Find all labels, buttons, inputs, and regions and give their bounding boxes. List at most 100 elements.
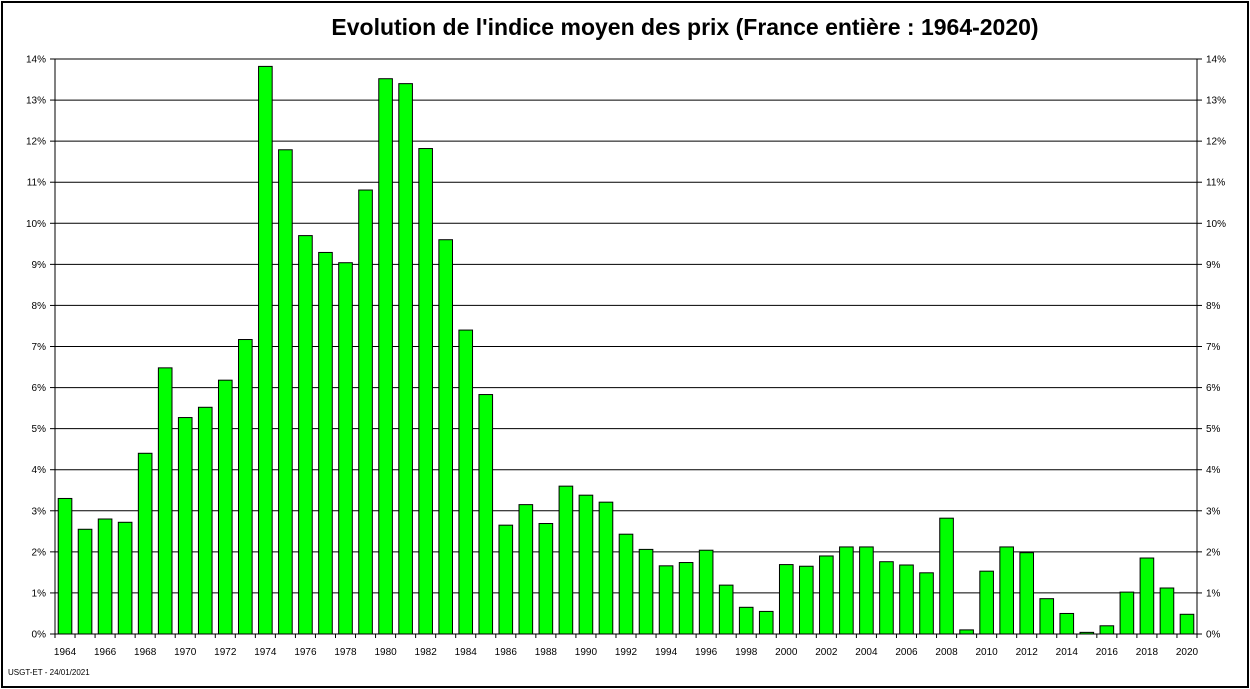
- x-tick-label-1986: 1986: [495, 647, 518, 658]
- y-tick-label-left: 11%: [27, 178, 46, 189]
- x-axis-labels: 1964 1966 1968 1970 1972 1974 1976 1978 1980 1982…: [54, 647, 1199, 658]
- bar-2016: [1099, 625, 1115, 635]
- bar-2001: [799, 565, 814, 635]
- x-tick-label-2014: 2014: [1056, 647, 1079, 658]
- bar-1982: [418, 148, 433, 635]
- bar-1965: [77, 528, 93, 635]
- bar-1985: [478, 394, 494, 635]
- y-tick-label-left: 2%: [32, 547, 47, 558]
- y-tick-label-right: 13%: [1206, 96, 1226, 107]
- bar-2013: [1039, 598, 1055, 635]
- x-tick-label-2002: 2002: [815, 647, 838, 658]
- bar-1977: [318, 251, 333, 635]
- bar-1999: [758, 610, 774, 635]
- bar-2017: [1119, 591, 1135, 635]
- y-tick-label-right: 5%: [1206, 424, 1221, 435]
- y-tick-label-left: 9%: [32, 260, 47, 271]
- bar-1991: [598, 501, 614, 635]
- x-tick-label-1992: 1992: [615, 647, 638, 658]
- y-tick-label-left: 6%: [32, 383, 47, 394]
- bar-1987: [518, 504, 534, 635]
- y-tick-label-left: 5%: [32, 424, 47, 435]
- y-tick-label-right: 10%: [1206, 219, 1226, 230]
- bar-1964: [57, 497, 73, 635]
- credit-note: USGT-ET - 24/01/2021: [8, 668, 90, 677]
- y-tick-label-left: 0%: [32, 630, 47, 641]
- x-tick-label-1990: 1990: [575, 647, 598, 658]
- x-tick-label-1988: 1988: [535, 647, 558, 658]
- x-tick-label-2016: 2016: [1096, 647, 1119, 658]
- bar-2012: [1019, 552, 1035, 635]
- bar-1983: [438, 239, 453, 635]
- x-tick-label-1978: 1978: [334, 647, 357, 658]
- y-tick-label-right: 8%: [1206, 301, 1221, 312]
- bar-1969: [157, 367, 173, 635]
- bar-1968: [137, 452, 153, 635]
- bar-1972: [217, 379, 233, 635]
- y-tick-label-left: 7%: [32, 342, 47, 353]
- x-tick-label-2006: 2006: [895, 647, 918, 658]
- bar-1976: [298, 235, 313, 635]
- x-tick-label-2012: 2012: [1016, 647, 1039, 658]
- x-tick-label-1972: 1972: [214, 647, 237, 658]
- bar-2000: [778, 564, 794, 635]
- y-tick-label-right: 0%: [1206, 630, 1221, 641]
- bar-1993: [638, 548, 654, 635]
- x-tick-label-2018: 2018: [1136, 647, 1159, 658]
- bar-1994: [658, 565, 674, 635]
- bar-2018: [1139, 557, 1155, 635]
- bar-1992: [618, 533, 634, 635]
- bar-1989: [558, 485, 574, 635]
- bar-2004: [859, 546, 874, 635]
- bar-1974: [258, 65, 273, 635]
- bar-2020: [1179, 613, 1195, 635]
- x-tick-label-1974: 1974: [254, 647, 277, 658]
- bar-1996: [698, 549, 714, 635]
- axes: [50, 58, 1202, 638]
- x-tick-label-1980: 1980: [374, 647, 397, 658]
- x-tick-label-2000: 2000: [775, 647, 798, 658]
- x-tick-label-2010: 2010: [976, 647, 999, 658]
- y-tick-label-left: 14%: [26, 55, 46, 66]
- y-tick-label-right: 4%: [1206, 465, 1221, 476]
- y-axis-left-labels: 0% 1% 2% 3% 4% 5% 6% 7% 8% 9% 10% 11% 12% 13% 14%: [26, 55, 46, 641]
- bar-1979: [358, 189, 373, 635]
- bar-1984: [458, 329, 474, 635]
- x-tick-label-1968: 1968: [134, 647, 157, 658]
- x-tick-label-1966: 1966: [94, 647, 117, 658]
- bar-1970: [177, 417, 193, 635]
- y-tick-label-left: 3%: [32, 506, 47, 517]
- bar-2005: [879, 561, 894, 635]
- bar-2003: [839, 546, 854, 635]
- y-tick-label-left: 8%: [32, 301, 47, 312]
- x-tick-label-2008: 2008: [935, 647, 958, 658]
- bar-2011: [999, 546, 1014, 635]
- x-tick-label-1976: 1976: [294, 647, 317, 658]
- bar-1971: [197, 406, 213, 635]
- bar-1995: [678, 562, 694, 635]
- bar-1997: [718, 584, 734, 635]
- bar-2019: [1159, 587, 1175, 635]
- bars: [57, 65, 1195, 635]
- x-tick-label-1982: 1982: [415, 647, 438, 658]
- bar-2008: [939, 517, 954, 635]
- y-tick-label-right: 3%: [1206, 506, 1221, 517]
- bar-1978: [338, 262, 353, 635]
- bar-2009: [959, 629, 974, 635]
- bar-1981: [398, 83, 413, 635]
- bar-1966: [97, 518, 113, 635]
- bar-1990: [578, 494, 594, 635]
- bar-1980: [378, 78, 393, 635]
- bar-1988: [538, 523, 554, 635]
- x-tick-label-1996: 1996: [695, 647, 718, 658]
- y-tick-label-right: 6%: [1206, 383, 1221, 394]
- bar-2014: [1059, 612, 1075, 635]
- y-axis-right-labels: 0% 1% 2% 3% 4% 5% 6% 7% 8% 9% 10% 11% 12% 13% 14%: [1206, 55, 1226, 641]
- y-tick-label-right: 11%: [1206, 178, 1225, 189]
- y-tick-label-right: 7%: [1206, 342, 1221, 353]
- x-tick-label-1964: 1964: [54, 647, 77, 658]
- y-tick-label-right: 14%: [1206, 55, 1226, 66]
- y-tick-label-left: 12%: [26, 137, 46, 148]
- bar-1973: [238, 339, 253, 635]
